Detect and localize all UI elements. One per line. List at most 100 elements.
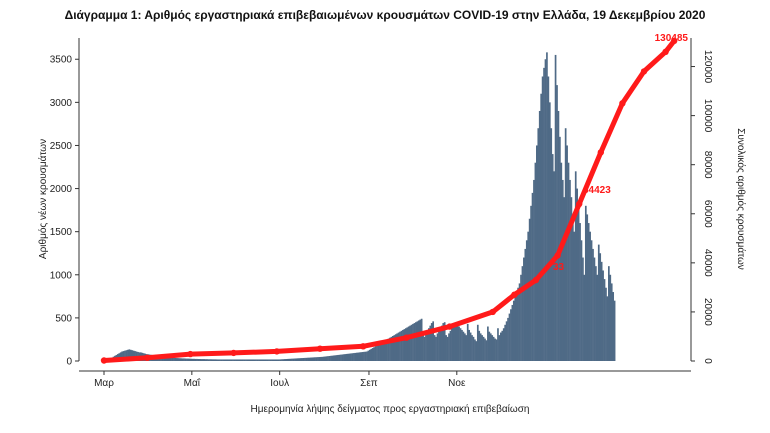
bar [327,356,329,361]
bar [595,266,597,361]
bar [317,357,319,361]
bar [577,205,580,361]
chart-title: Διάγραμμα 1: Αριθμός εργαστηριακά επιβεβ… [65,8,706,22]
bar [488,331,491,361]
bar [275,359,278,361]
bar [129,349,132,361]
bar [245,359,247,361]
bar [357,352,360,361]
bar [132,350,135,361]
bar [504,324,507,361]
bar [190,358,193,361]
bar [258,359,260,361]
bar [399,331,401,361]
bar [305,357,308,361]
bar [438,330,440,361]
bar [196,358,198,361]
bar [279,359,282,361]
bar [286,358,289,361]
bar [547,76,550,362]
bar [229,359,231,361]
bar [338,354,341,361]
bar [309,357,312,361]
y-tick-label-left: 500 [55,313,72,324]
bar [481,335,483,361]
bar [412,323,414,361]
bar [593,257,596,361]
bar [584,205,587,361]
y-tick-label-left: 2500 [50,141,73,152]
bar [432,321,435,361]
bar [449,330,452,361]
bar [312,357,315,361]
bar [583,274,586,361]
bar [381,342,384,361]
bar [453,324,456,361]
x-tick-label: Μαρ [94,378,114,389]
bar [429,325,432,361]
bar [351,353,354,361]
bar [384,340,387,361]
bar [426,330,429,361]
cumulative-point [230,349,237,357]
cumulative-point [273,348,280,355]
bar [207,359,210,361]
bar [582,257,584,361]
bar [324,356,327,361]
bar [564,128,567,361]
bar [278,359,280,361]
bar [389,337,391,361]
bar [609,274,612,361]
bar [194,358,197,361]
bar [600,261,603,361]
bar [456,324,459,361]
cumulative-point [446,323,453,330]
bar [576,188,579,361]
y-axis-right: 0 20000 40000 60000 80000 100000 120000 [690,38,713,364]
bar [220,359,223,361]
bar [252,359,255,361]
bar [508,313,511,361]
bar [259,359,262,361]
bar [373,347,375,361]
bar [337,354,339,361]
bar [318,357,321,361]
bar [276,359,279,361]
bar [265,359,267,361]
cumulative-point [360,343,367,350]
bar [353,353,355,361]
y-tick-label-left: 3500 [50,55,73,66]
x-tick-label: Ιουλ [270,378,289,389]
bar [445,335,447,361]
y-tick-label-right: 40000 [702,249,713,277]
bar [242,359,244,361]
bar [413,323,416,361]
bar [602,270,604,361]
annotation-cumulative-low: 33 [553,262,565,273]
bar [320,356,322,361]
bar [574,171,577,361]
bar [204,359,207,361]
bar [235,359,237,361]
bar [436,333,439,361]
bar [304,357,306,361]
bar [471,335,473,361]
bar [573,231,576,361]
bar [335,355,338,361]
bar [461,329,463,361]
bar [180,358,183,361]
y-tick-label-right: 60000 [702,200,713,228]
y-tick-label-left: 0 [66,357,72,368]
y-tick-label-left: 1000 [50,270,73,281]
bar [612,292,615,361]
bar [212,359,214,361]
bar [331,355,334,361]
bar [380,342,383,361]
bar [494,338,496,361]
bar [230,359,233,361]
bar [561,179,564,361]
bar [341,354,344,361]
bar [569,179,571,361]
bar [328,356,331,361]
